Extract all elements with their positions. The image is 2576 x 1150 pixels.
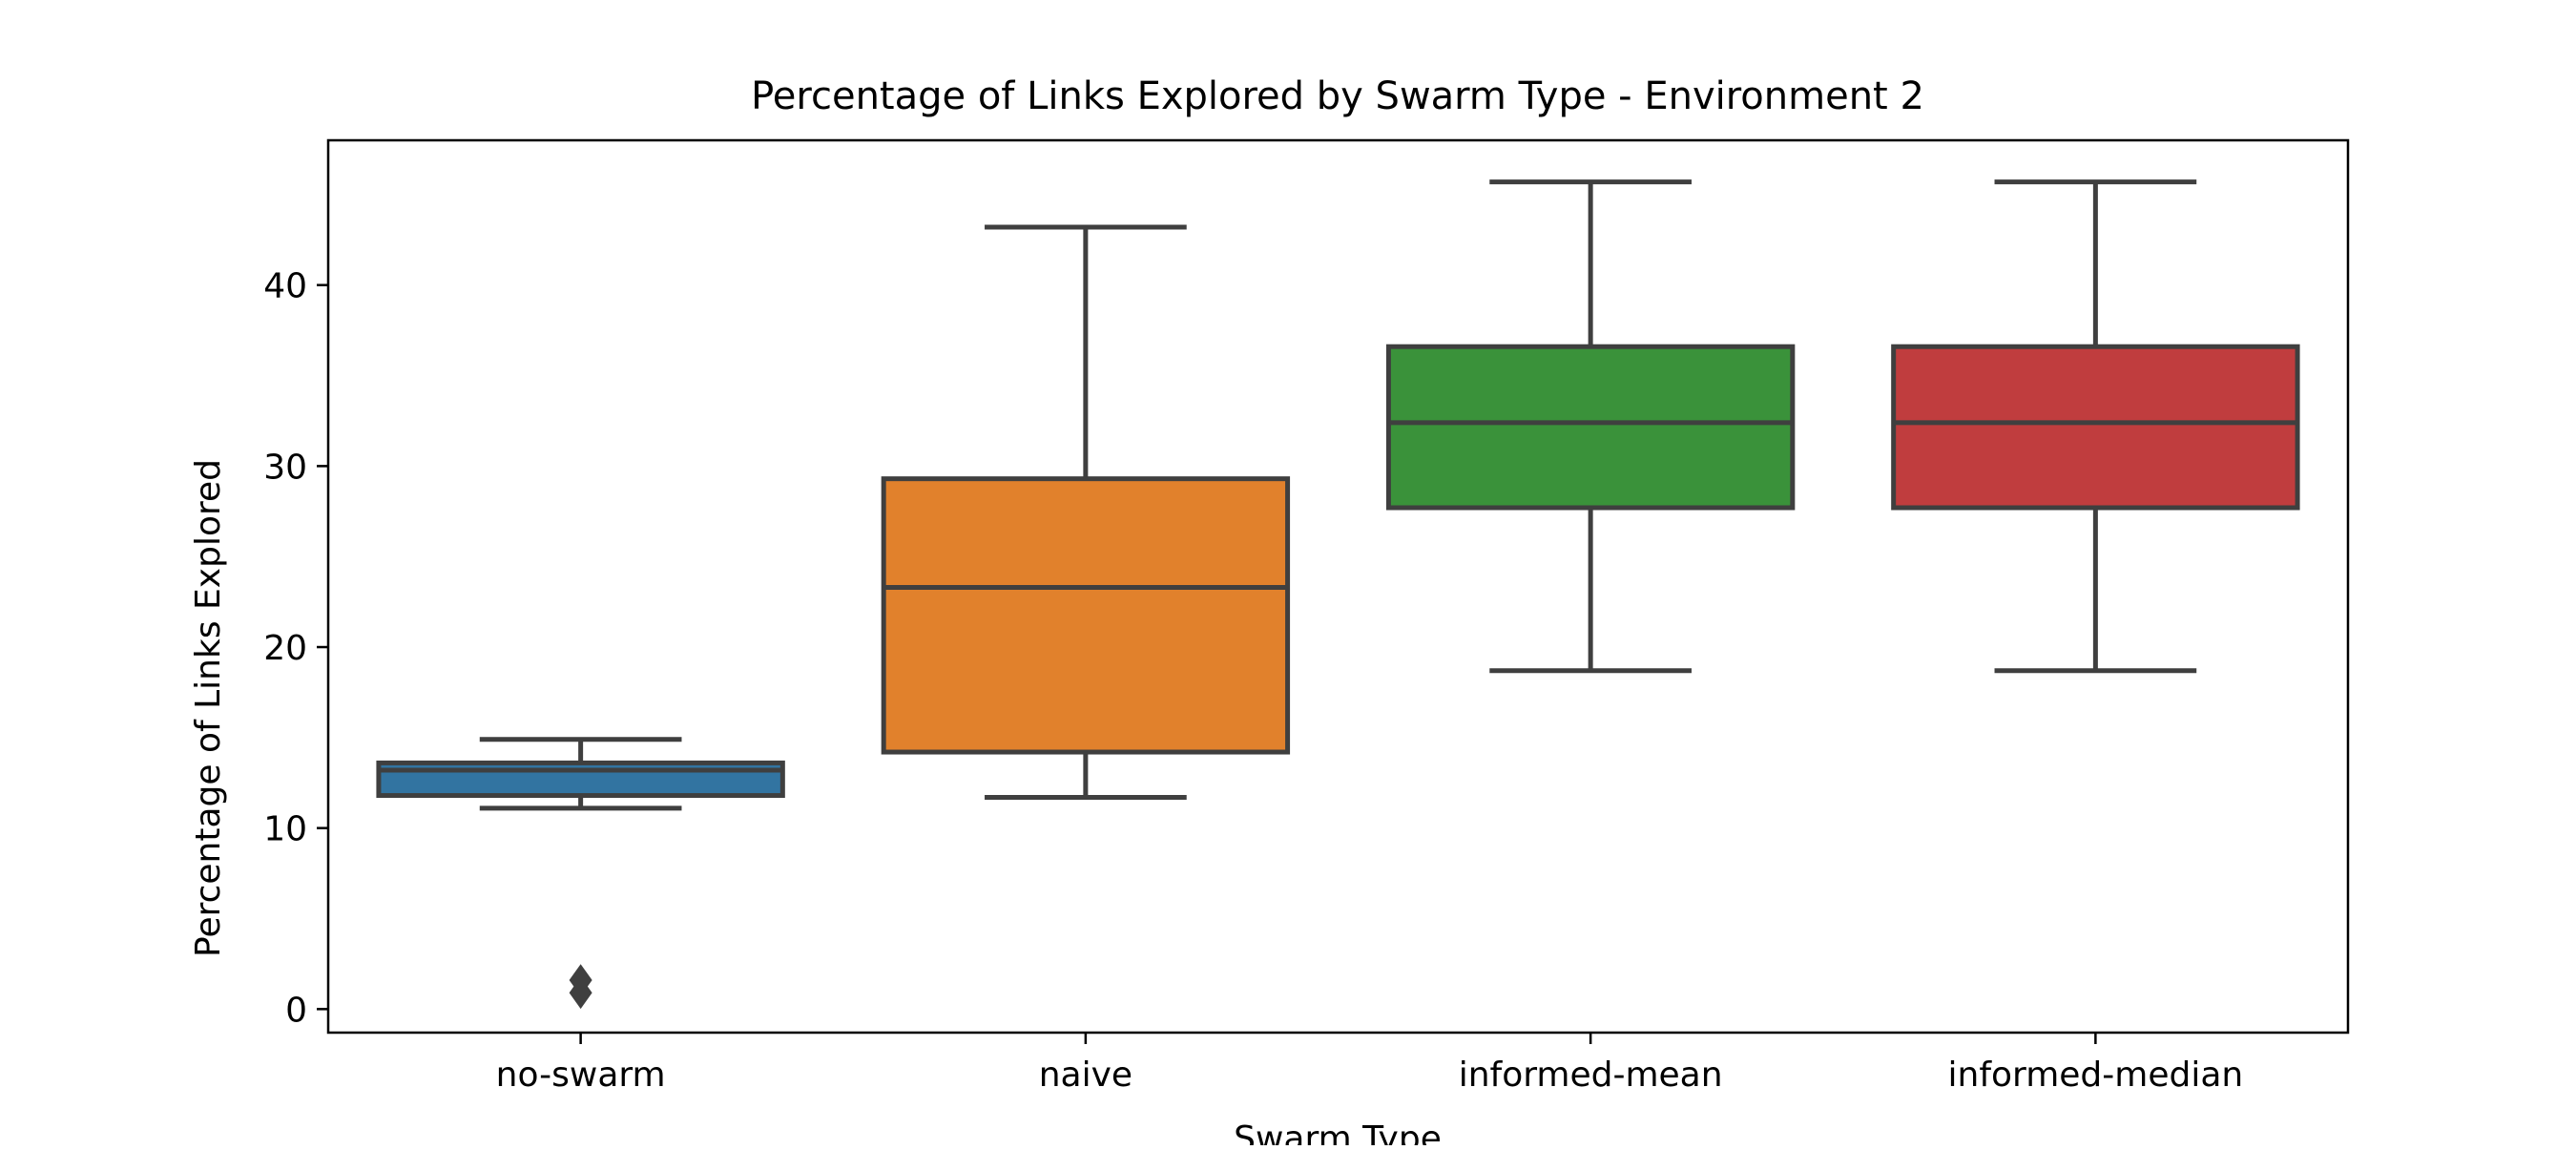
y-tick-label: 0 <box>285 991 307 1030</box>
y-tick-label: 40 <box>263 267 307 306</box>
y-axis-label: Percentage of Links Explored <box>189 459 228 957</box>
box-naive <box>881 476 1291 755</box>
chart-title: Percentage of Links Explored by Swarm Ty… <box>751 74 1924 118</box>
x-tick-label: informed-median <box>1948 1056 2244 1095</box>
box-informed-mean <box>1385 344 1796 511</box>
x-tick-label: naive <box>1039 1056 1132 1095</box>
x-tick-label: informed-mean <box>1459 1056 1723 1095</box>
outlier-point <box>569 964 592 996</box>
y-tick-label: 10 <box>263 810 307 849</box>
plot-area: 0 10 20 30 40 no-swarm naive informed-mean infor… <box>263 179 2300 1095</box>
box-informed-median <box>1891 344 2300 511</box>
x-tick-label: no-swarm <box>496 1056 666 1095</box>
y-tick-label: 30 <box>263 448 307 487</box>
plot-frame <box>326 138 2350 1035</box>
x-axis-label: Swarm Type <box>1234 1119 1442 1145</box>
y-tick-label: 20 <box>263 629 307 668</box>
